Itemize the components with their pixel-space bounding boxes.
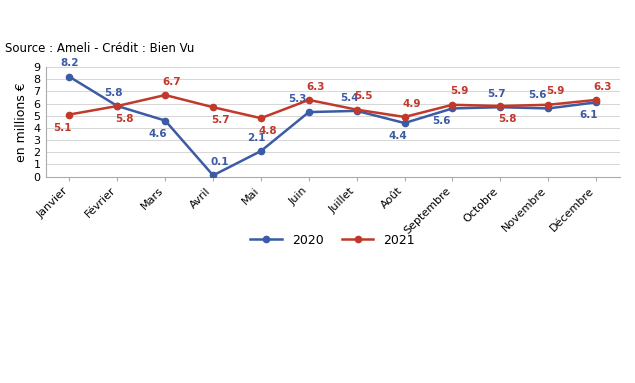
2021 (544, 103, 552, 107)
Text: 5.4: 5.4 (340, 93, 359, 103)
Legend: 2020, 2021: 2020, 2021 (246, 229, 420, 252)
2020 (497, 105, 504, 110)
Text: 4.6: 4.6 (149, 129, 168, 139)
Text: Source : Ameli - Crédit : Bien Vu: Source : Ameli - Crédit : Bien Vu (5, 42, 195, 54)
Text: 4.9: 4.9 (403, 98, 421, 109)
2021 (65, 112, 73, 117)
Text: 6.3: 6.3 (594, 82, 612, 92)
2020 (161, 118, 169, 123)
2020 (257, 149, 265, 153)
2021 (114, 104, 121, 108)
Text: 2.1: 2.1 (248, 133, 266, 143)
Text: 5.8: 5.8 (104, 88, 123, 98)
2021 (210, 105, 217, 110)
Text: 6.7: 6.7 (163, 77, 182, 87)
2021 (353, 107, 361, 112)
2020 (401, 121, 408, 125)
2021 (592, 98, 600, 102)
Text: 0.1: 0.1 (211, 157, 229, 167)
Text: 5.8: 5.8 (498, 114, 516, 124)
Text: 8.2: 8.2 (60, 59, 79, 69)
2021 (161, 93, 169, 97)
2020 (449, 106, 457, 111)
Text: 5.6: 5.6 (528, 90, 546, 100)
Text: 5.1: 5.1 (53, 123, 72, 133)
2020 (114, 104, 121, 108)
Y-axis label: en millions €: en millions € (15, 82, 28, 162)
Text: 5.8: 5.8 (115, 114, 133, 124)
2020 (592, 100, 600, 105)
2021 (305, 98, 312, 102)
Line: 2021: 2021 (66, 92, 599, 121)
Text: 5.3: 5.3 (288, 94, 307, 104)
2020 (210, 173, 217, 178)
Text: 5.7: 5.7 (487, 89, 505, 99)
Text: 5.9: 5.9 (450, 87, 469, 97)
Text: 6.1: 6.1 (580, 110, 598, 120)
Text: 4.4: 4.4 (388, 131, 407, 141)
Line: 2020: 2020 (66, 74, 599, 178)
Text: 6.3: 6.3 (307, 82, 325, 92)
2021 (449, 103, 457, 107)
Text: 5.9: 5.9 (546, 87, 565, 97)
2021 (257, 116, 265, 121)
Text: 5.7: 5.7 (211, 115, 229, 125)
2021 (401, 115, 408, 119)
2020 (353, 108, 361, 113)
Text: 5.6: 5.6 (432, 116, 451, 126)
2021 (497, 104, 504, 108)
2020 (544, 106, 552, 111)
Text: 4.8: 4.8 (258, 126, 277, 136)
2020 (65, 75, 73, 79)
Text: 5.5: 5.5 (354, 91, 373, 101)
2020 (305, 110, 312, 115)
